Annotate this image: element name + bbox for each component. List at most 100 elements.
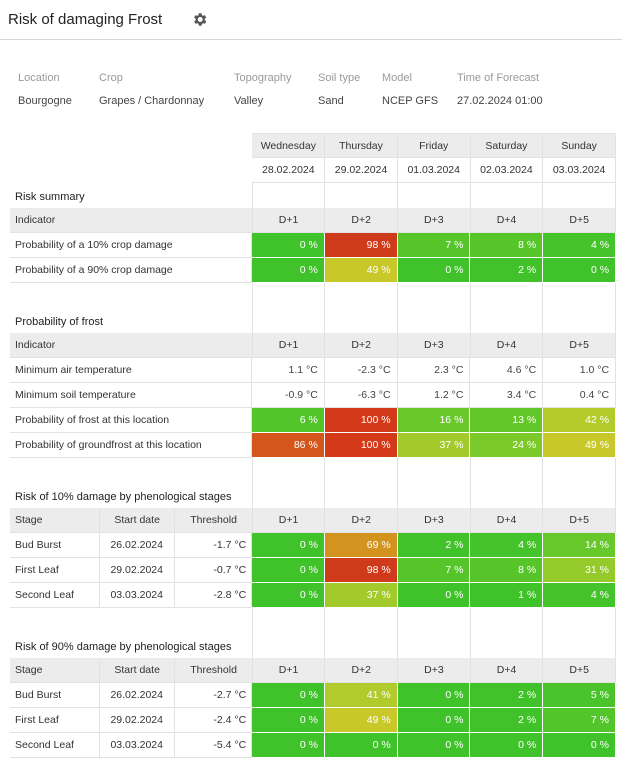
risk-value-cell: 98 % bbox=[324, 233, 398, 258]
table-row: Probability of groundfrost at this locat… bbox=[10, 433, 617, 458]
meta-topography: Topography Valley bbox=[234, 72, 292, 107]
temperature-cell: 1.2 °C bbox=[397, 383, 471, 408]
table-row: Probability of a 90% crop damage 0 % 49 % 0… bbox=[10, 258, 617, 283]
section-title-stages10: Risk of 10% damage by phenological stage… bbox=[10, 483, 253, 508]
risk-value-cell: 0 % bbox=[324, 733, 398, 758]
empty-cell bbox=[253, 183, 326, 208]
table-row: Stage Start date Threshold D+1 D+2 D+3 D+4 D+5 bbox=[10, 658, 617, 683]
indicator-label: Minimum air temperature bbox=[10, 358, 252, 383]
empty-cell bbox=[398, 283, 471, 308]
page-header: Risk of damaging Frost bbox=[0, 0, 622, 40]
day-header: Wednesday bbox=[252, 133, 326, 158]
stage-column-header: Threshold bbox=[175, 508, 253, 533]
day-offset-header: D+2 bbox=[325, 333, 398, 358]
indicator-label: Minimum soil temperature bbox=[10, 383, 252, 408]
risk-value-cell: 37 % bbox=[397, 433, 471, 458]
table-row: Probability of frost bbox=[10, 308, 616, 333]
risk-value-cell: 13 % bbox=[470, 408, 544, 433]
meta-label: Topography bbox=[234, 72, 292, 84]
risk-value-cell: 0 % bbox=[543, 733, 616, 758]
risk-value-cell: 37 % bbox=[324, 583, 398, 608]
table-row: Minimum air temperature 1.1 °C -2.3 °C 2.3 … bbox=[10, 358, 617, 383]
day-offset-header: D+4 bbox=[470, 333, 544, 358]
day-header: Thursday bbox=[325, 133, 398, 158]
risk-value-cell: 1 % bbox=[470, 583, 544, 608]
stage-threshold: -0.7 °C bbox=[174, 558, 253, 583]
corner-cell bbox=[10, 133, 252, 158]
risk-value-cell: 2 % bbox=[470, 683, 544, 708]
stage-threshold: -1.7 °C bbox=[174, 533, 253, 558]
indicator-header: Indicator bbox=[10, 333, 253, 358]
table-row: Probability of frost at this location 6 %… bbox=[10, 408, 617, 433]
risk-value-cell: 4 % bbox=[543, 583, 616, 608]
empty-cell bbox=[253, 308, 326, 333]
risk-value-cell: 2 % bbox=[397, 533, 471, 558]
empty-cell bbox=[325, 608, 398, 633]
table-row: First Leaf 29.02.2024 -2.4 °C 0 % 49 % 0 % 2 %… bbox=[10, 708, 616, 733]
risk-value-cell: 0 % bbox=[397, 583, 471, 608]
meta-label: Location bbox=[18, 72, 60, 84]
table-row: Minimum soil temperature -0.9 °C -6.3 °C 1.… bbox=[10, 383, 617, 408]
risk-value-cell: 31 % bbox=[543, 558, 616, 583]
stage-name: First Leaf bbox=[10, 558, 100, 583]
spacer bbox=[10, 608, 253, 633]
table-row: Bud Burst 26.02.2024 -1.7 °C 0 % 69 % 2 % 4 % 1… bbox=[10, 533, 616, 558]
day-offset-header: D+3 bbox=[398, 508, 471, 533]
table-row bbox=[10, 283, 617, 308]
empty-cell bbox=[543, 458, 617, 483]
risk-value-cell: 0 % bbox=[470, 733, 544, 758]
empty-cell bbox=[543, 483, 616, 508]
stage-start-date: 03.03.2024 bbox=[99, 733, 175, 758]
table-row: Indicator D+1 D+2 D+3 D+4 D+5 bbox=[10, 208, 616, 233]
empty-cell bbox=[253, 458, 326, 483]
meta-time-of-forecast: Time of Forecast 27.02.2024 01:00 bbox=[457, 72, 543, 107]
risk-value-cell: 16 % bbox=[397, 408, 471, 433]
day-offset-header: D+3 bbox=[398, 208, 471, 233]
table-row: Indicator D+1 D+2 D+3 D+4 D+5 bbox=[10, 333, 616, 358]
risk-value-cell: 41 % bbox=[324, 683, 398, 708]
risk-value-cell: 0 % bbox=[252, 558, 325, 583]
day-date: 02.03.2024 bbox=[470, 158, 544, 183]
meta-value: Sand bbox=[318, 95, 344, 107]
gear-icon[interactable] bbox=[191, 11, 208, 28]
indicator-label: Probability of a 10% crop damage bbox=[10, 233, 252, 258]
day-offset-header: D+4 bbox=[470, 508, 544, 533]
day-offset-header: D+5 bbox=[543, 333, 616, 358]
table-row bbox=[10, 458, 617, 483]
stage-threshold: -2.4 °C bbox=[174, 708, 253, 733]
meta-crop: Crop Grapes / Chardonnay bbox=[99, 72, 204, 107]
temperature-cell: 2.3 °C bbox=[397, 358, 471, 383]
day-offset-header: D+2 bbox=[325, 658, 399, 683]
risk-value-cell: 7 % bbox=[397, 233, 471, 258]
table-row: Second Leaf 03.03.2024 -2.8 °C 0 % 37 % 0 % 1 … bbox=[10, 583, 616, 608]
risk-value-cell: 0 % bbox=[252, 733, 325, 758]
day-offset-header: D+4 bbox=[470, 658, 544, 683]
risk-value-cell: 24 % bbox=[470, 433, 544, 458]
table-row bbox=[10, 608, 617, 633]
empty-cell bbox=[471, 458, 544, 483]
empty-cell bbox=[325, 633, 398, 658]
empty-cell bbox=[325, 283, 398, 308]
page-title: Risk of damaging Frost bbox=[8, 11, 163, 28]
empty-cell bbox=[543, 283, 617, 308]
empty-cell bbox=[543, 608, 617, 633]
empty-cell bbox=[398, 308, 471, 333]
stage-threshold: -2.8 °C bbox=[174, 583, 253, 608]
stage-name: Second Leaf bbox=[10, 733, 100, 758]
risk-value-cell: 8 % bbox=[470, 233, 544, 258]
frost-risk-table: Wednesday Thursday Friday Saturday Sunday 28.… bbox=[10, 133, 617, 758]
day-date: 28.02.2024 bbox=[252, 158, 326, 183]
indicator-label: Probability of groundfrost at this locat… bbox=[10, 433, 252, 458]
empty-cell bbox=[325, 308, 398, 333]
empty-cell bbox=[543, 633, 616, 658]
empty-cell bbox=[471, 633, 544, 658]
table-row: Risk summary bbox=[10, 183, 616, 208]
empty-cell bbox=[398, 458, 471, 483]
section-title-frost: Probability of frost bbox=[10, 308, 253, 333]
meta-value: NCEP GFS bbox=[382, 95, 439, 107]
day-offset-header: D+2 bbox=[325, 208, 398, 233]
meta-location: Location Bourgogne bbox=[18, 72, 72, 107]
day-offset-header: D+5 bbox=[543, 508, 617, 533]
empty-cell bbox=[253, 633, 326, 658]
spacer bbox=[10, 283, 253, 308]
